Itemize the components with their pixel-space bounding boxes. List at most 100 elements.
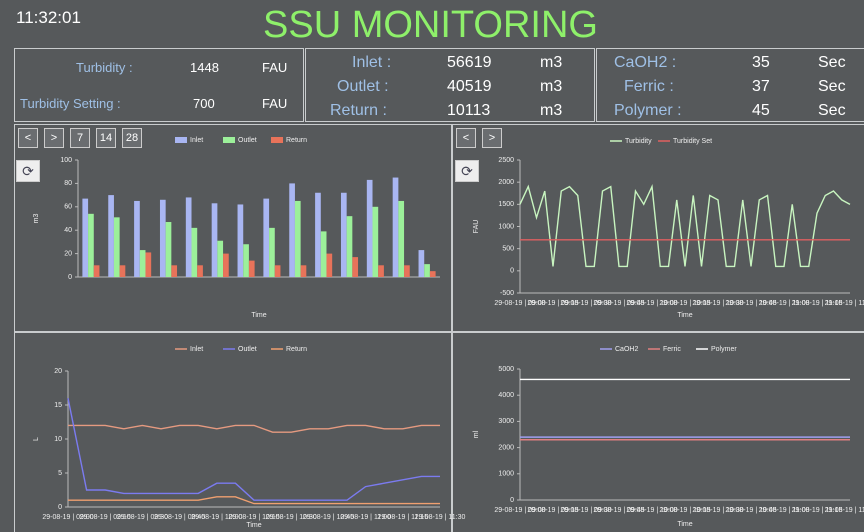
bar [321, 231, 327, 277]
bar [160, 200, 166, 277]
nav-button[interactable]: < [18, 128, 38, 148]
nav-button[interactable]: > [482, 128, 502, 148]
line-series [68, 398, 440, 500]
y-tick-label: 60 [64, 204, 72, 211]
stat-unit: FAU [262, 60, 287, 75]
y-tick-label: 5 [58, 470, 62, 477]
y-tick-label: 2500 [498, 157, 514, 164]
stat-unit: m3 [540, 102, 562, 120]
y-tick-label: 3000 [498, 418, 514, 425]
bar [212, 203, 218, 277]
bar [326, 254, 332, 277]
x-axis-label: Time [251, 312, 266, 319]
stat-value: 10113 [447, 102, 490, 120]
stat-value: 35 [752, 54, 770, 72]
stat-label: Polymer : [614, 102, 682, 120]
bar [367, 180, 373, 277]
stat-unit: m3 [540, 78, 562, 96]
y-tick-label: 10 [54, 436, 62, 443]
y-axis-label: m3 [33, 214, 40, 224]
nav-button[interactable]: < [456, 128, 476, 148]
y-tick-label: 0 [510, 268, 514, 275]
bar [120, 265, 126, 277]
bar [378, 265, 384, 277]
dashboard: 11:32:01 SSU MONITORING ⟳ ⟳ 020406080100… [0, 0, 864, 532]
y-tick-label: 20 [64, 250, 72, 257]
stat-value: 700 [193, 96, 215, 111]
stat-unit: Sec [818, 54, 846, 72]
legend-label: Polymer [711, 346, 737, 353]
bar [223, 254, 229, 277]
legend-swatch [223, 137, 235, 143]
bar [315, 193, 321, 277]
legend-label: Turbidity [625, 138, 652, 145]
bar [171, 265, 177, 277]
bar [341, 193, 347, 277]
y-tick-label: 1000 [498, 223, 514, 230]
y-tick-label: 15 [54, 402, 62, 409]
stat-unit: Sec [818, 78, 846, 96]
y-axis-label: FAU [473, 220, 480, 234]
stat-label: CaOH2 : [614, 54, 676, 72]
bar [275, 265, 281, 277]
x-tick-label: 29-08-19 | 11:30 [825, 507, 864, 514]
y-tick-label: 500 [502, 246, 514, 253]
bar [140, 250, 146, 277]
nav-button[interactable]: 28 [122, 128, 142, 148]
stat-label: Return : [330, 102, 387, 120]
stat-unit: Sec [818, 102, 846, 120]
bar [186, 197, 192, 277]
stat-value: 45 [752, 102, 770, 120]
bar [404, 265, 410, 277]
stat-value: 40519 [447, 78, 492, 96]
stat-value: 56619 [447, 54, 492, 72]
y-tick-label: 80 [64, 180, 72, 187]
bar [424, 264, 430, 277]
x-tick-label: 29-08-19 | 11:30 [825, 300, 864, 307]
bar [238, 204, 244, 277]
stat-label: Turbidity : [76, 60, 133, 75]
bar [295, 201, 301, 277]
y-tick-label: 1000 [498, 471, 514, 478]
bar [94, 265, 100, 277]
y-tick-label: 2000 [498, 444, 514, 451]
y-tick-label: 20 [54, 368, 62, 375]
legend-label: Return [286, 346, 307, 353]
bar [419, 250, 425, 277]
y-axis-label: ml [473, 430, 480, 438]
bar [82, 199, 88, 277]
stat-label: Inlet : [352, 54, 391, 72]
nav-button[interactable]: 14 [96, 128, 116, 148]
bar [393, 178, 399, 277]
line-series [68, 425, 440, 432]
stat-label: Turbidity Setting : [20, 96, 121, 111]
bar [373, 207, 379, 277]
y-tick-label: 5000 [498, 366, 514, 373]
stat-value: 37 [752, 78, 770, 96]
bar [347, 216, 353, 277]
legend-label: Ferric [663, 346, 681, 353]
nav-button[interactable]: > [44, 128, 64, 148]
bar [243, 244, 249, 277]
y-tick-label: 4000 [498, 392, 514, 399]
stat-label: Outlet : [337, 78, 389, 96]
legend-label: Return [286, 137, 307, 144]
bar [430, 271, 436, 277]
stat-unit: m3 [540, 54, 562, 72]
y-tick-label: 0 [58, 504, 62, 511]
y-tick-label: 0 [68, 274, 72, 281]
legend-swatch [271, 137, 283, 143]
bar [263, 199, 269, 277]
bar [269, 228, 275, 277]
x-axis-label: Time [677, 521, 692, 528]
bar [114, 217, 120, 277]
line-series [520, 187, 850, 267]
legend-label: Outlet [238, 137, 257, 144]
stat-label: Ferric : [624, 78, 674, 96]
x-axis-label: Time [677, 312, 692, 319]
nav-button[interactable]: 7 [70, 128, 90, 148]
bar [134, 201, 140, 277]
bar [249, 261, 255, 277]
legend-label: Inlet [190, 346, 203, 353]
y-tick-label: 2000 [498, 179, 514, 186]
